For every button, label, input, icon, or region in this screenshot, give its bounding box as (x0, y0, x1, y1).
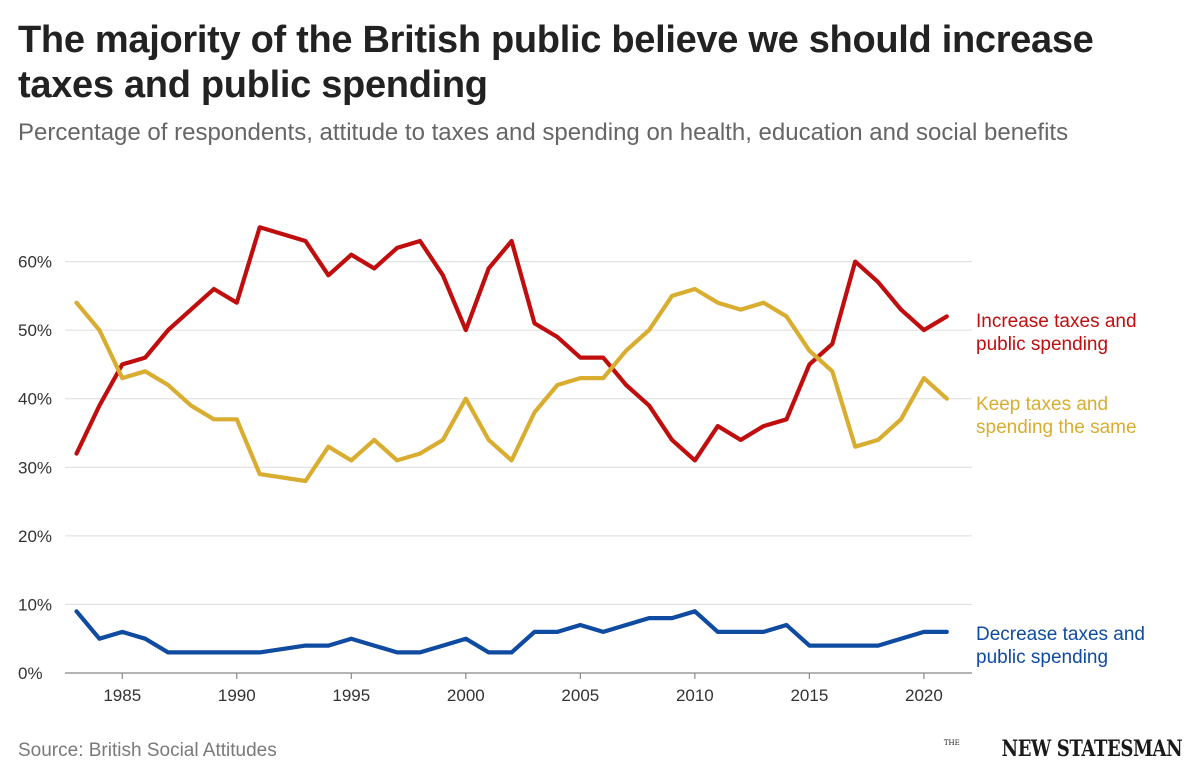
y-tick-label: 0% (18, 664, 43, 683)
series-label-1: Increase taxes and public spending (976, 311, 1137, 355)
chart-subtitle: Percentage of respondents, attitude to t… (18, 119, 1069, 146)
series-label-2: Keep taxes and spending the same (976, 394, 1137, 438)
series-line-1 (74, 225, 949, 463)
new-statesman-logo: THE NEW STATESMAN (943, 736, 1183, 762)
series-line-3 (74, 609, 949, 655)
y-tick-label: 30% (18, 458, 52, 477)
x-tick-label: 1985 (103, 686, 141, 705)
x-tick-label: 2010 (676, 686, 714, 705)
series-label-line: public spending (976, 647, 1108, 668)
x-tick-label: 1990 (218, 686, 256, 705)
x-tick-label: 1995 (332, 686, 370, 705)
series-label-3: Decrease taxes and public spending (976, 624, 1145, 668)
x-tick-label: 2015 (790, 686, 828, 705)
logo-name-text: NEW STATESMAN (1001, 736, 1182, 762)
source-note: Source: British Social Attitudes (18, 740, 277, 761)
y-tick-label: 60% (18, 253, 52, 272)
series-label-line: Keep taxes and (976, 394, 1108, 415)
y-tick-label: 10% (18, 595, 52, 614)
series-label-line: Increase taxes and (976, 311, 1137, 332)
x-tick-label: 2005 (561, 686, 599, 705)
y-tick-label: 40% (18, 390, 52, 409)
x-tick-label: 2000 (447, 686, 485, 705)
series-line-2 (74, 286, 949, 484)
y-tick-label: 50% (18, 321, 52, 340)
series-label-line: Decrease taxes and (976, 624, 1145, 645)
logo-the-text: THE (943, 739, 960, 747)
x-tick-label: 2020 (905, 686, 943, 705)
y-tick-label: 20% (18, 527, 52, 546)
series-label-line: public spending (976, 334, 1108, 355)
series-label-line: spending the same (976, 417, 1137, 438)
chart-title: The majority of the British public belie… (18, 19, 1094, 106)
